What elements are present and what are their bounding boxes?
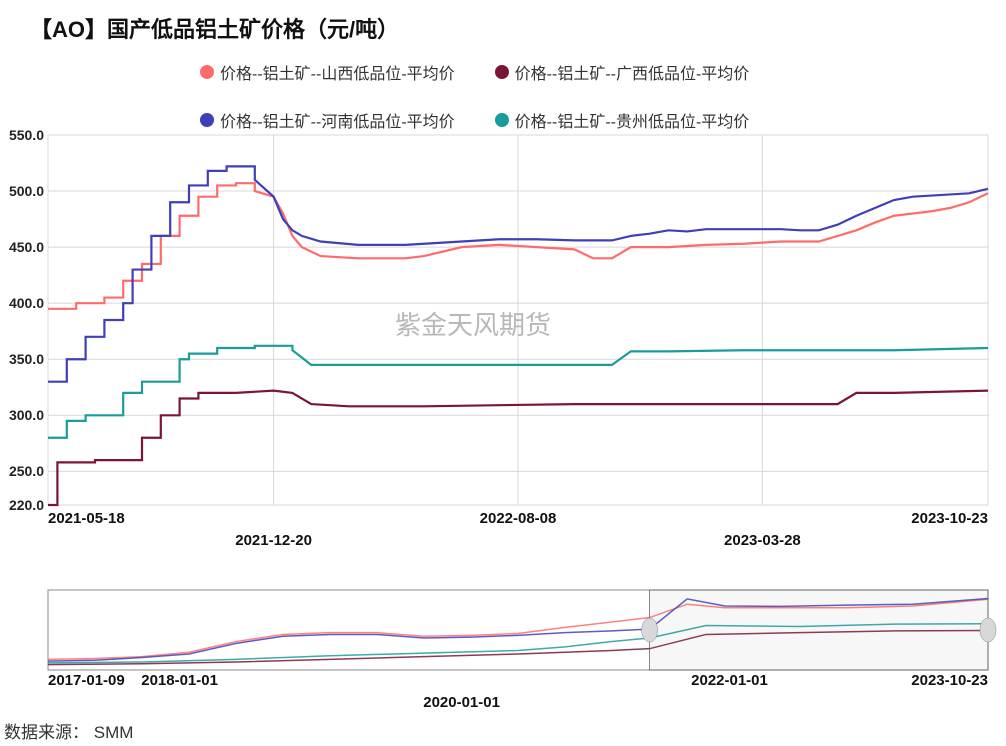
brush-x-tick-label: 2020-01-01 — [423, 694, 500, 711]
main-chart-svg — [48, 135, 988, 505]
x-tick-label: 2023-10-23 — [911, 510, 988, 527]
legend-marker-icon — [200, 113, 214, 127]
y-tick-label: 400.0 — [9, 295, 44, 311]
y-tick-label: 350.0 — [9, 351, 44, 367]
legend-label: 价格--铝土矿--贵州低品位-平均价 — [515, 108, 750, 132]
legend-item[interactable]: 价格--铝土矿--贵州低品位-平均价 — [495, 108, 750, 132]
legend-item[interactable]: 价格--铝土矿--山西低品位-平均价 — [200, 60, 455, 84]
chart-title: 【AO】国产低品铝土矿价格（元/吨） — [30, 12, 399, 44]
brush-x-tick-label: 2022-01-01 — [691, 672, 768, 689]
x-tick-label: 2021-05-18 — [48, 510, 125, 527]
main-chart: 220.0250.0300.0350.0400.0450.0500.0550.0 — [48, 135, 988, 505]
brush-x-tick-label: 2018-01-01 — [141, 672, 218, 689]
brush-chart-svg[interactable] — [48, 590, 988, 670]
legend-item[interactable]: 价格--铝土矿--广西低品位-平均价 — [495, 60, 750, 84]
source-label: 数据来源： — [4, 723, 89, 742]
x-tick-label: 2022-08-08 — [480, 510, 557, 527]
legend-marker-icon — [200, 65, 214, 79]
brush-chart[interactable] — [48, 590, 988, 670]
chart-container: 【AO】国产低品铝土矿价格（元/吨） 价格--铝土矿--山西低品位-平均价价格-… — [0, 0, 1006, 746]
brush-handle-left[interactable] — [642, 618, 658, 642]
data-source: 数据来源： SMM — [4, 718, 133, 743]
y-tick-label: 220.0 — [9, 497, 44, 513]
legend-label: 价格--铝土矿--广西低品位-平均价 — [515, 60, 750, 84]
legend-label: 价格--铝土矿--河南低品位-平均价 — [220, 108, 455, 132]
legend-label: 价格--铝土矿--山西低品位-平均价 — [220, 60, 455, 84]
source-value: SMM — [94, 723, 134, 742]
brush-x-tick-label: 2023-10-23 — [911, 672, 988, 689]
y-tick-label: 300.0 — [9, 407, 44, 423]
y-tick-label: 550.0 — [9, 127, 44, 143]
brush-handle-right[interactable] — [980, 618, 996, 642]
brush-x-tick-label: 2017-01-09 — [48, 672, 125, 689]
y-axis: 220.0250.0300.0350.0400.0450.0500.0550.0 — [0, 135, 48, 505]
brush-selection[interactable] — [650, 590, 988, 670]
y-tick-label: 500.0 — [9, 183, 44, 199]
x-tick-label: 2023-03-28 — [724, 532, 801, 549]
legend-marker-icon — [495, 113, 509, 127]
x-tick-label: 2021-12-20 — [235, 532, 312, 549]
legend-marker-icon — [495, 65, 509, 79]
y-tick-label: 250.0 — [9, 463, 44, 479]
legend-item[interactable]: 价格--铝土矿--河南低品位-平均价 — [200, 108, 455, 132]
legend: 价格--铝土矿--山西低品位-平均价价格--铝土矿--广西低品位-平均价价格--… — [200, 60, 966, 132]
y-tick-label: 450.0 — [9, 239, 44, 255]
